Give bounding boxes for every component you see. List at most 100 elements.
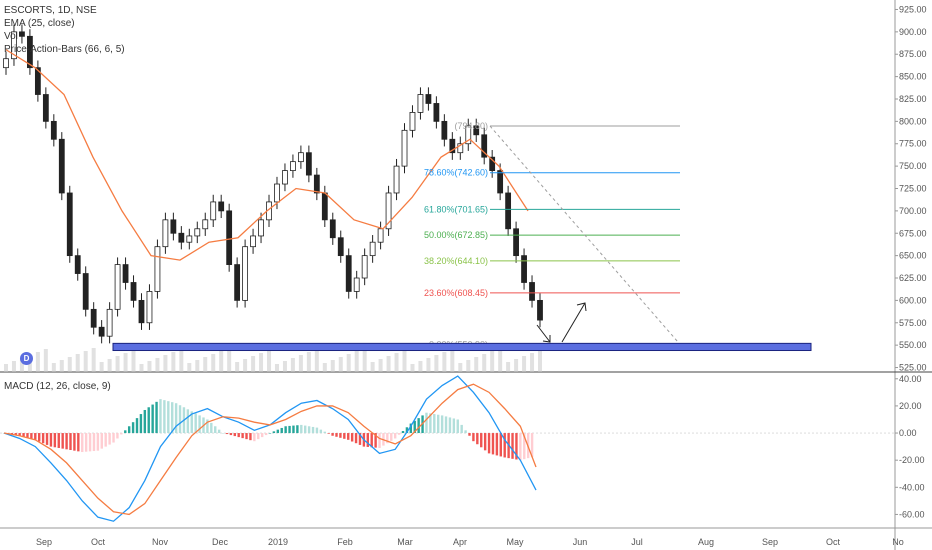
volume-bar (179, 349, 184, 372)
macd-histogram-bar (221, 433, 225, 434)
time-tick-label: Mar (397, 537, 413, 547)
macd-histogram-bar (487, 433, 491, 454)
down-arrow-head (542, 335, 551, 343)
macd-histogram-bar (147, 407, 150, 434)
price-tick-label: 775.00 (899, 139, 927, 149)
volume-bar (522, 356, 527, 372)
price-tick-label: 900.00 (899, 27, 927, 37)
volume-bar (338, 357, 343, 372)
macd-tick-label: -40.00 (899, 482, 925, 492)
volume-bar (203, 357, 208, 372)
candle-body (27, 35, 33, 69)
fib-label: 61.80%(701.65) (424, 204, 488, 214)
volume-bar (394, 353, 399, 372)
volume-bar (466, 360, 471, 372)
up-arrow-line (561, 302, 586, 343)
volume-bar (51, 363, 56, 372)
macd-histogram-bar (460, 424, 463, 434)
macd-histogram-bar (241, 433, 244, 439)
legend-pab: Price-Action-Bars (66, 6, 5) (4, 44, 125, 55)
macd-histogram-bar (257, 433, 260, 440)
macd-histogram-bar (390, 433, 393, 441)
candle-body (74, 255, 81, 274)
macd-histogram-bar (69, 433, 72, 450)
macd-histogram-bar (393, 433, 397, 439)
volume-bar (75, 354, 80, 372)
volume-bar (290, 358, 295, 372)
macd-histogram-bar (378, 433, 381, 448)
volume-bar (306, 352, 311, 372)
candle-body (34, 67, 41, 95)
macd-histogram-bar (171, 402, 174, 434)
volume-bar (498, 348, 503, 372)
volume-bar (314, 349, 319, 372)
price-tick-label: 525.00 (899, 363, 927, 373)
macd-histogram-bar (448, 417, 452, 434)
macd-histogram-bar (429, 413, 432, 434)
candle-body (226, 210, 233, 265)
time-tick-label: Oct (826, 537, 841, 547)
macd-histogram-bar (206, 419, 209, 434)
macd-histogram-bar (480, 433, 483, 448)
macd-histogram-bar (280, 427, 283, 434)
price-tick-label: 650.00 (899, 251, 927, 261)
macd-histogram-bar (30, 433, 33, 439)
volume-bar (410, 364, 415, 372)
macd-histogram-bar (288, 425, 291, 434)
fib-trend-line (489, 125, 681, 345)
candle-body (345, 255, 352, 292)
legend-symbol: ESCORTS, 1D, NSE (4, 5, 97, 16)
macd-histogram-bar (503, 433, 506, 458)
volume-bar (19, 358, 24, 372)
volume-bar (163, 355, 168, 372)
interval-badge[interactable]: D (20, 352, 33, 365)
macd-histogram-bar (374, 433, 377, 448)
macd-histogram-bar (186, 409, 190, 434)
macd-histogram-bar (233, 433, 236, 437)
candle-body (441, 120, 448, 140)
candle-body (170, 219, 177, 234)
macd-histogram-bar (108, 433, 111, 445)
candle-body (178, 232, 185, 243)
macd-histogram-bar (530, 433, 534, 458)
macd-histogram-bar (433, 414, 436, 434)
macd-histogram-bar (210, 422, 213, 434)
volume-bar (91, 348, 96, 372)
macd-histogram-bar (104, 433, 107, 447)
volume-bar (298, 355, 303, 372)
macd-histogram-bar (81, 433, 84, 453)
candle-body (497, 170, 504, 194)
candle-body (106, 308, 113, 337)
macd-histogram-bar (135, 418, 139, 434)
macd-histogram-bar (284, 426, 287, 434)
macd-histogram-bar (511, 433, 514, 459)
macd-histogram-bar (405, 427, 409, 434)
macd-histogram-bar (260, 433, 264, 438)
candle-body (449, 138, 456, 154)
volume-bar (490, 351, 495, 372)
down-arrow-line (536, 324, 551, 343)
macd-histogram-bar (112, 433, 115, 443)
macd-histogram-bar (190, 411, 193, 434)
price-tick-label: 675.00 (899, 228, 927, 238)
volume-bar (378, 359, 383, 372)
macd-histogram-bar (163, 400, 166, 434)
volume-bar (131, 350, 136, 372)
macd-histogram-bar (14, 433, 17, 436)
macd-tick-label: -60.00 (899, 509, 925, 519)
candle-body (313, 174, 320, 194)
volume-bar (155, 358, 160, 372)
candle-body (417, 94, 424, 113)
macd-histogram-bar (307, 426, 311, 434)
macd-histogram-bar (323, 431, 326, 434)
volume-bar (147, 361, 152, 372)
legend-vol: Vol (4, 31, 18, 42)
candle-body (154, 246, 161, 292)
volume-bar (43, 349, 48, 372)
candle-body (473, 125, 480, 136)
macd-histogram-bar (472, 433, 475, 442)
candle-body (274, 183, 280, 203)
candle-body (258, 219, 264, 237)
volume-bar (474, 357, 479, 372)
